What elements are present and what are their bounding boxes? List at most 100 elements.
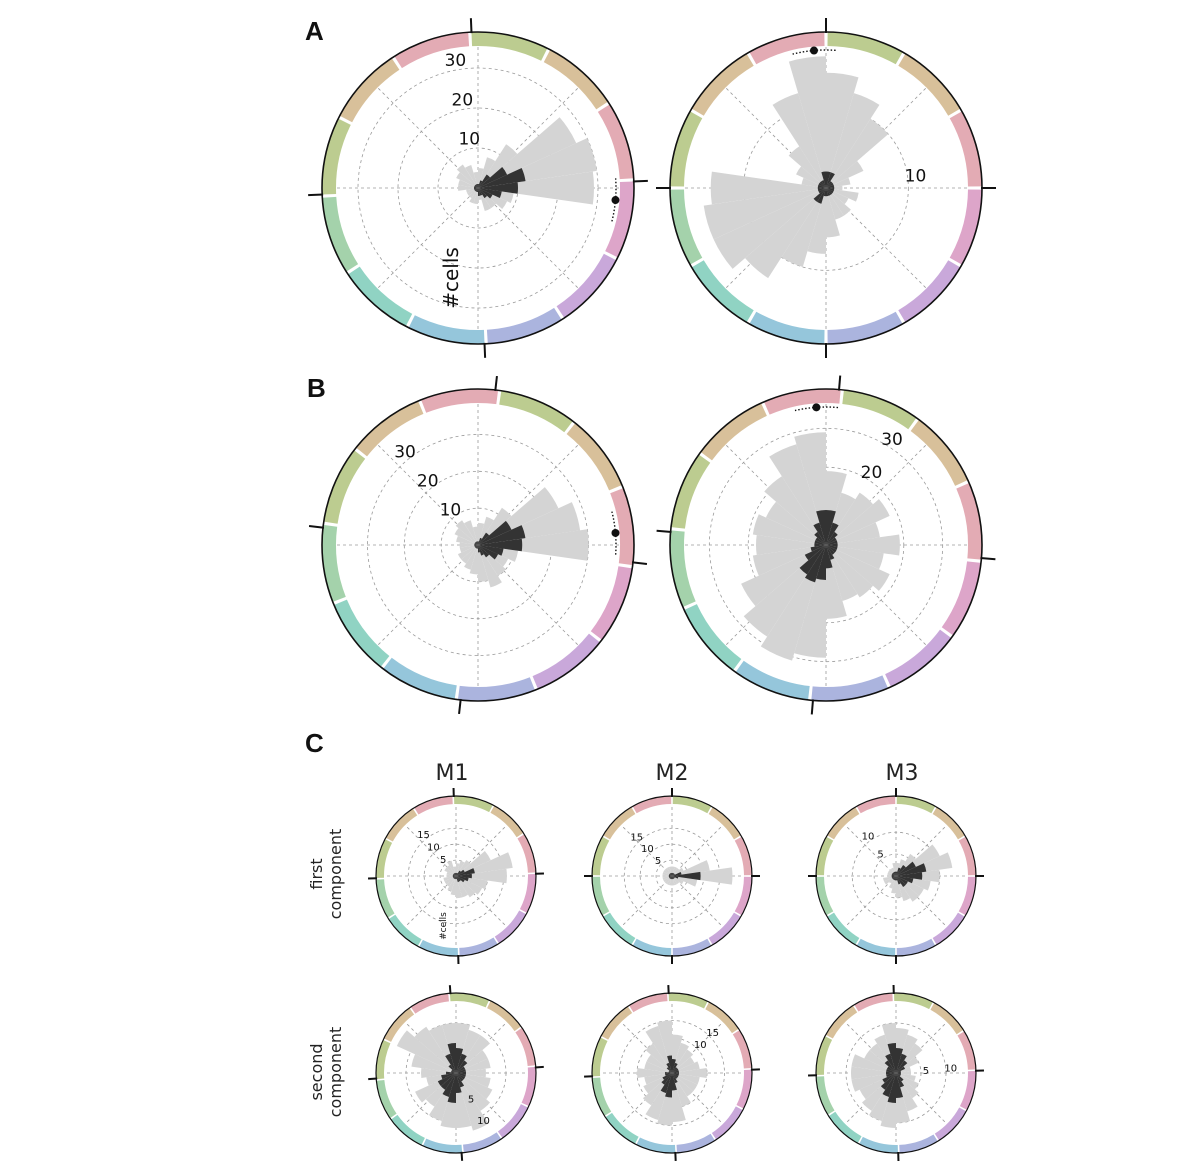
- dark-bar: [804, 545, 826, 583]
- dark-bar: [664, 1072, 672, 1074]
- dark-bar: [474, 185, 478, 188]
- light-bar: [896, 1073, 919, 1090]
- ring-segment: [388, 914, 422, 947]
- light-bar: [464, 545, 478, 570]
- light-bar: [458, 179, 478, 188]
- ring-segment: [601, 1006, 633, 1040]
- row-label-first-line2: component: [326, 829, 345, 920]
- ring-segment: [672, 938, 712, 956]
- radial-tick-label: 15: [706, 1028, 719, 1039]
- radial-tick-label: 10: [694, 1040, 707, 1051]
- dark-bar: [474, 544, 478, 546]
- light-bar: [478, 529, 589, 561]
- dark-bar: [826, 545, 837, 553]
- light-bar: [826, 534, 900, 556]
- radial-tick-label: 20: [452, 90, 474, 110]
- dark-bar: [478, 168, 526, 188]
- light-bar: [456, 1073, 489, 1131]
- radial-tick-label: 30: [881, 430, 903, 450]
- dark-bar: [670, 872, 672, 876]
- light-bar: [788, 56, 826, 189]
- ring-segment: [734, 876, 752, 916]
- light-bar: [826, 93, 880, 188]
- light-bar: [772, 93, 826, 188]
- ring-segment: [322, 118, 351, 195]
- ring-segment: [899, 1134, 938, 1153]
- light-bar: [478, 516, 494, 545]
- panel-letter-b: B: [307, 373, 326, 403]
- light-bar: [414, 1026, 456, 1073]
- dark-bar: [896, 1073, 901, 1077]
- dark-bar: [826, 181, 833, 188]
- ring-segment: [383, 657, 457, 700]
- row-label-first-component: first component: [307, 829, 345, 920]
- dark-bar: [454, 876, 456, 880]
- polar-chart-A-left: 10 20 30 #cells: [308, 18, 648, 358]
- ring-segment: [471, 31, 548, 61]
- ring-segment: [499, 390, 573, 433]
- dark-bar: [474, 187, 478, 189]
- ring-segment: [668, 993, 708, 1009]
- ring-segment: [691, 260, 754, 323]
- dark-bar: [455, 872, 456, 876]
- dark-bar: [456, 876, 457, 880]
- light-bar: [826, 492, 874, 545]
- ring-segment: [932, 912, 965, 945]
- dark-bar: [478, 541, 480, 545]
- light-bar: [461, 545, 478, 564]
- light-bar: [456, 868, 507, 884]
- ring-segment: [732, 1030, 752, 1069]
- light-bar: [456, 876, 463, 899]
- light-bar: [672, 1073, 694, 1097]
- radial-tick-label: 10: [862, 832, 875, 843]
- light-bar: [826, 545, 858, 601]
- dark-bar: [813, 188, 826, 202]
- polar-chart-C-M1-second: 510: [368, 985, 544, 1161]
- dark-bar: [896, 876, 898, 881]
- light-bar: [826, 522, 880, 545]
- light-bar: [645, 1043, 672, 1073]
- column-title-m1: M1: [436, 761, 469, 786]
- mean-direction-dot: [812, 403, 821, 412]
- ring-segment: [949, 189, 982, 265]
- ring-segment: [885, 629, 952, 687]
- grid-spoke: [671, 824, 724, 877]
- y-axis-label: #cells: [439, 247, 463, 309]
- dark-bar: [821, 171, 826, 188]
- dark-bar: [818, 188, 826, 194]
- radial-tick-label: 10: [905, 166, 927, 186]
- dark-bar: [455, 876, 456, 880]
- light-bar: [473, 172, 478, 188]
- dark-bar: [669, 873, 672, 876]
- dark-bar: [672, 1073, 678, 1079]
- dark-bar: [456, 876, 469, 882]
- dark-bar: [478, 525, 526, 545]
- ring-segment: [490, 805, 524, 838]
- dark-bar: [478, 545, 484, 556]
- dark-bar: [456, 1053, 467, 1073]
- light-bar: [851, 1073, 896, 1092]
- ring-segment: [457, 677, 535, 701]
- ring-segment: [322, 524, 346, 602]
- light-bar: [672, 1049, 694, 1073]
- light-bar: [456, 863, 460, 876]
- radial-tick-label: 5: [468, 1094, 474, 1105]
- light-bar: [826, 545, 890, 591]
- orientation-tick: [460, 1151, 464, 1161]
- row-label-second-line1: second: [307, 1043, 326, 1100]
- ring-segment: [603, 912, 636, 945]
- light-bar: [896, 876, 903, 898]
- outer-border: [375, 992, 537, 1154]
- orientation-tick: [308, 525, 325, 529]
- light-bar: [447, 876, 456, 892]
- ring-segment: [454, 796, 493, 813]
- light-bar: [637, 1068, 672, 1078]
- dark-bar: [456, 1071, 467, 1075]
- ring-segment: [811, 675, 888, 701]
- dark-bar: [896, 1070, 901, 1073]
- dark-bar: [456, 1073, 462, 1093]
- dark-bar: [666, 1062, 672, 1073]
- ring-segment: [494, 910, 527, 944]
- radial-tick-label: 10: [477, 1116, 490, 1127]
- dark-bar: [672, 876, 673, 880]
